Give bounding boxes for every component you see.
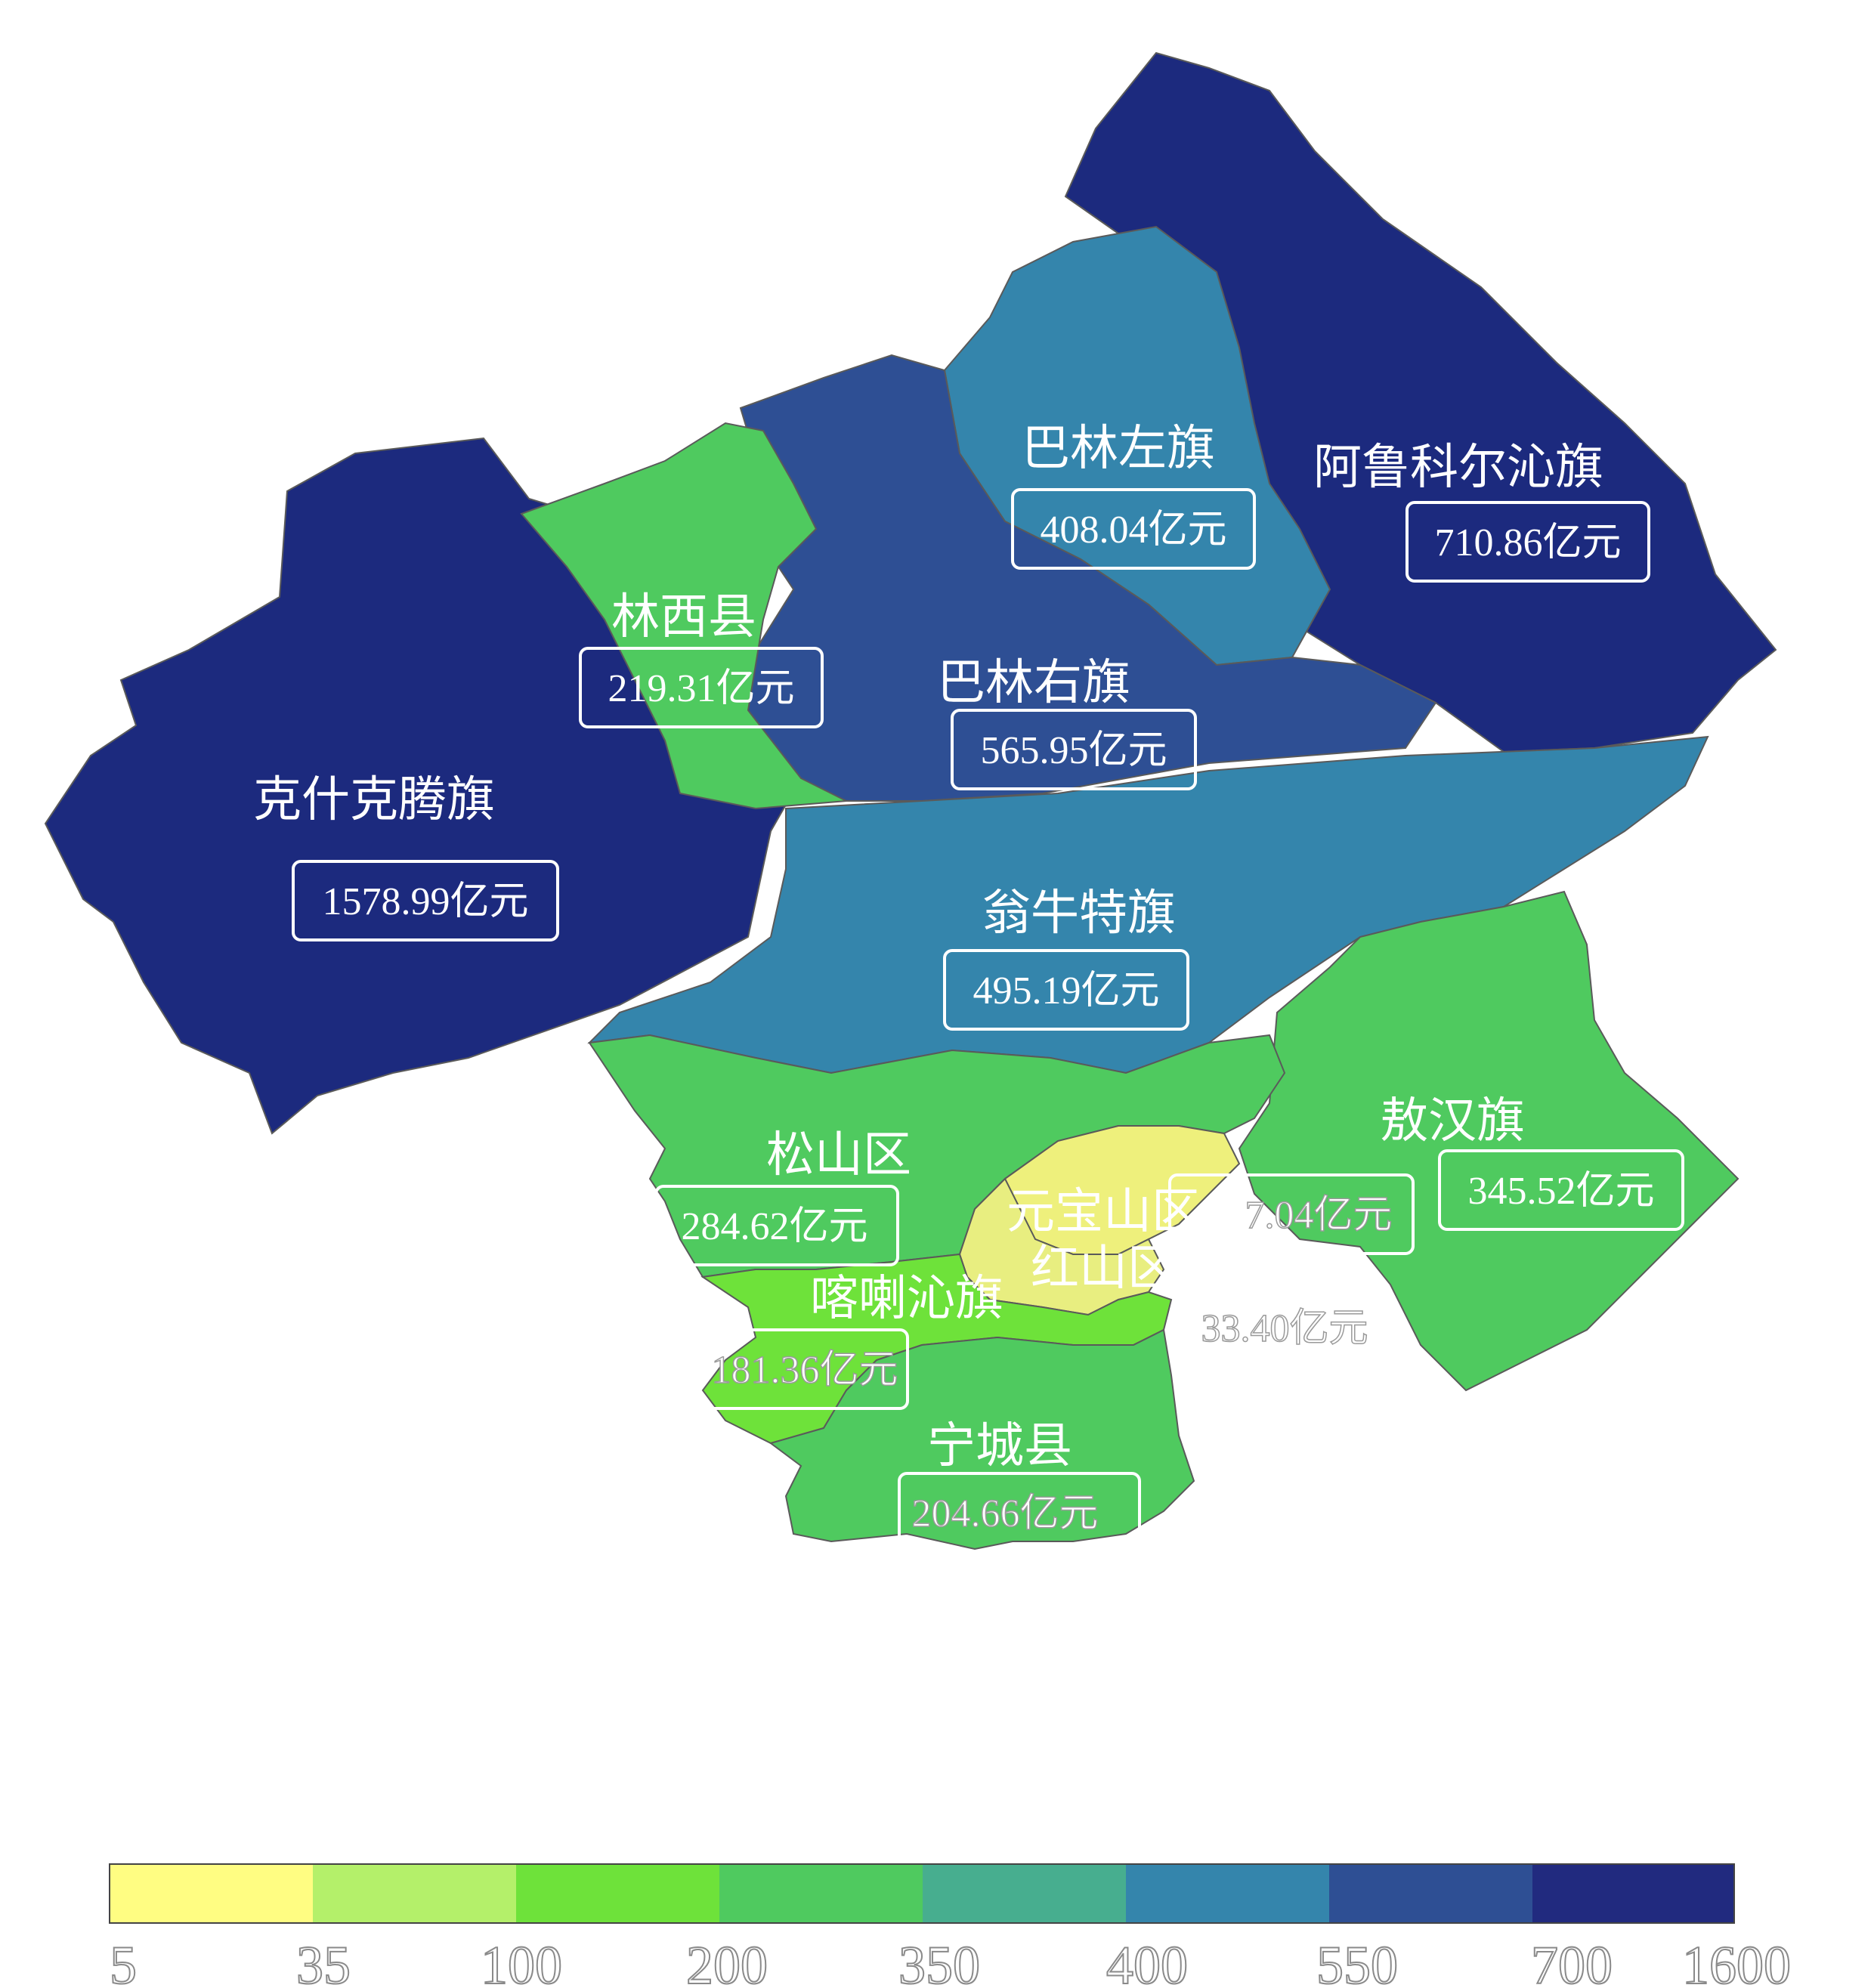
region-name-aohan: 敖汉旗 [1380,1093,1525,1149]
value-box [1168,1173,1415,1255]
legend-tick-6: 550 [1316,1935,1398,1988]
region-value-yuanbaoshan: 7.04亿元 [1245,1194,1392,1237]
value-box [654,1185,899,1266]
value-box [951,709,1197,790]
legend-swatch-8 [1532,1864,1734,1923]
legend-tick-3: 200 [686,1935,768,1988]
region-value-wengniute: 495.19亿元 [973,969,1159,1013]
region-name-balinyou: 巴林右旗 [937,655,1130,711]
region-name-ningcheng: 宁城县 [927,1418,1072,1474]
label-ningcheng: 宁城县 204.66亿元 [898,1418,1141,1554]
label-aohan: 敖汉旗 345.52亿元 [1380,1093,1684,1231]
value-box [898,1472,1141,1554]
region-value-arukeerqin: 710.86亿元 [1434,521,1621,564]
label-songshan: 松山区 284.62亿元 [654,1127,911,1266]
region-name-hongshan: 红山区 [1031,1241,1176,1297]
value-box [579,647,824,728]
region-name-linxi: 林西县 [611,589,756,645]
label-yuanbaoshan: 元宝山区 7.04亿元 [1007,1173,1415,1255]
label-arukeerqin: 阿鲁科尔沁旗 710.86亿元 [1313,440,1650,583]
region-name-balinzuo: 巴林左旗 [1022,421,1215,477]
label-keshiketeng: 克什克腾旗 1578.99亿元 [253,772,559,941]
region-value-balinyou: 565.95亿元 [980,729,1167,772]
region-balinyou[interactable] [724,354,1437,802]
region-name-arukeerqin: 阿鲁科尔沁旗 [1313,440,1603,496]
legend-tick-2: 100 [481,1935,562,1988]
region-value-hongshan: 33.40亿元 [1201,1307,1368,1350]
legend-swatch-3 [516,1864,719,1923]
region-name-songshan: 松山区 [766,1127,911,1183]
legend-swatch-7 [1329,1864,1532,1923]
legend-swatch-2 [313,1864,516,1923]
region-value-balinzuo: 408.04亿元 [1040,509,1226,552]
label-balinyou: 巴林右旗 565.95亿元 [937,655,1197,790]
label-hongshan: 红山区 33.40亿元 [1031,1241,1368,1351]
value-box [943,949,1189,1031]
region-aohan[interactable] [1238,890,1739,1392]
legend-tick-8: 1600 [1682,1935,1791,1988]
region-value-ningcheng: 204.66亿元 [911,1492,1098,1535]
region-value-songshan: 284.62亿元 [681,1205,867,1248]
region-linxi[interactable] [520,422,849,810]
value-box [1406,501,1650,583]
region-name-harqin: 喀喇沁旗 [810,1271,1003,1327]
legend-tick-1: 35 [296,1935,351,1988]
region-name-wengniute: 翁牛特旗 [982,886,1176,941]
value-box [292,860,559,941]
legend-tick-7: 700 [1531,1935,1613,1988]
legend-swatch-6 [1126,1864,1329,1923]
legend-swatch-5 [923,1864,1126,1923]
legend-tick-0: 5 [110,1935,137,1988]
legend-colorbar: 5 35 100 200 350 400 550 700 1600 [109,1863,1792,1988]
value-box [1011,488,1256,570]
label-balinzuo: 巴林左旗 408.04亿元 [1011,421,1256,570]
legend-tick-4: 350 [898,1935,980,1988]
legend-swatch-4 [719,1864,923,1923]
legend-tick-5: 400 [1106,1935,1188,1988]
region-name-yuanbaoshan: 元宝山区 [1007,1184,1200,1240]
region-value-harqin: 181.36亿元 [711,1349,898,1392]
region-value-linxi: 219.31亿元 [608,667,794,710]
region-wengniute[interactable] [587,735,1709,1074]
region-value-keshiketeng: 1578.99亿元 [322,880,528,923]
label-wengniute: 翁牛特旗 495.19亿元 [943,886,1189,1031]
region-value-aohan: 345.52亿元 [1467,1170,1654,1213]
region-name-keshiketeng: 克什克腾旗 [253,772,495,828]
legend-swatch-1 [110,1864,313,1923]
value-box [1438,1149,1684,1231]
legend-frame [109,1863,1735,1924]
label-linxi: 林西县 219.31亿元 [579,589,824,728]
value-box [682,1328,909,1410]
label-harqin: 喀喇沁旗 181.36亿元 [682,1271,1003,1410]
